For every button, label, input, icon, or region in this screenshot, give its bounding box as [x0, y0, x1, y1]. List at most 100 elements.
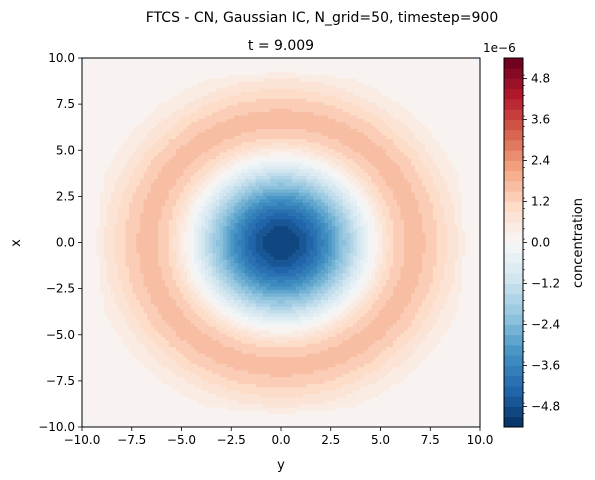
- contour-cell: [389, 282, 394, 287]
- contour-cell: [132, 380, 137, 384]
- contour-cell: [266, 323, 271, 327]
- contour-cell: [425, 316, 430, 321]
- contour-cell: [197, 279, 202, 284]
- contour-cell: [212, 423, 217, 427]
- contour-cell: [440, 346, 445, 351]
- contour-cell: [157, 376, 163, 381]
- contour-cell: [118, 356, 123, 361]
- contour-cell: [110, 353, 116, 358]
- contour-cell: [335, 323, 340, 327]
- contour-cell: [389, 323, 394, 327]
- contour-cell: [432, 393, 438, 398]
- contour-cell: [125, 276, 130, 280]
- contour-cell: [367, 366, 372, 371]
- contour-cell: [454, 416, 459, 421]
- contour-cell: [183, 279, 188, 284]
- contour-cell: [244, 413, 249, 418]
- contour-cell: [226, 423, 231, 427]
- contour-cell: [281, 413, 286, 418]
- contour-cell: [100, 289, 105, 294]
- contour-cell: [270, 356, 275, 361]
- contour-cell: [291, 296, 296, 301]
- contour-cell: [389, 326, 394, 331]
- contour-cell: [266, 282, 271, 287]
- contour-cell: [422, 359, 427, 364]
- contour-cell: [309, 329, 315, 334]
- contour-cell: [317, 380, 322, 384]
- contour-cell: [226, 282, 231, 287]
- contour-cell: [432, 319, 438, 324]
- contour-cell: [356, 312, 362, 317]
- contour-cell: [82, 396, 87, 401]
- contour-cell: [150, 339, 155, 344]
- contour-cell: [176, 366, 181, 371]
- contour-cell: [132, 276, 137, 280]
- contour-cell: [96, 363, 101, 368]
- contour-cell: [85, 406, 90, 411]
- contour-cell: [125, 339, 130, 344]
- contour-cell: [367, 319, 372, 324]
- contour-cell: [299, 286, 304, 290]
- contour-cell: [168, 346, 173, 351]
- contour-cell: [414, 420, 419, 425]
- contour-cell: [465, 406, 470, 411]
- contour-cell: [252, 366, 257, 371]
- contour-cell: [118, 279, 123, 284]
- contour-cell: [121, 316, 126, 321]
- contour-cell: [100, 343, 105, 347]
- contour-cell: [277, 333, 282, 337]
- contour-cell: [393, 306, 398, 311]
- contour-cell: [262, 309, 268, 314]
- contour-cell: [443, 353, 448, 358]
- contour-cell: [324, 363, 329, 368]
- contour-cell: [335, 406, 340, 411]
- contour-cell: [259, 316, 264, 321]
- contour-cell: [248, 343, 253, 347]
- contour-cell: [107, 423, 112, 427]
- contour-cell: [244, 326, 249, 331]
- contour-cell: [89, 346, 94, 351]
- contour-cell: [277, 353, 282, 358]
- contour-cell: [367, 333, 372, 337]
- contour-cell: [371, 359, 376, 364]
- contour-cell: [143, 380, 148, 384]
- contour-cell: [82, 356, 87, 361]
- contour-cell: [241, 323, 246, 327]
- contour-cell: [335, 349, 340, 354]
- contour-cell: [469, 359, 474, 364]
- contour-cell: [331, 329, 336, 334]
- contour-cell: [429, 386, 434, 391]
- contour-cell: [89, 366, 94, 371]
- contour-cell: [270, 282, 275, 287]
- contour-cell: [328, 423, 333, 427]
- contour-cell: [324, 346, 329, 351]
- contour-cell: [208, 406, 213, 411]
- contour-cell: [432, 346, 438, 351]
- contour-cell: [443, 323, 448, 327]
- contour-cell: [440, 400, 445, 405]
- contour-cell: [194, 319, 199, 324]
- contour-cell: [451, 383, 456, 388]
- contour-cell: [132, 272, 137, 277]
- contour-cell: [262, 393, 268, 398]
- contour-cell: [147, 296, 152, 301]
- contour-cell: [469, 376, 474, 381]
- contour-cell: [295, 326, 300, 331]
- contour-cell: [349, 366, 354, 371]
- contour-cell: [429, 319, 434, 324]
- contour-cell: [176, 353, 181, 358]
- contour-cell: [407, 302, 412, 307]
- contour-cell: [313, 423, 318, 427]
- contour-cell: [353, 316, 358, 321]
- contour-cell: [129, 292, 134, 297]
- contour-cell: [165, 346, 170, 351]
- contour-cell: [476, 413, 480, 418]
- contour-cell: [295, 306, 300, 311]
- contour-cell: [425, 400, 430, 405]
- contour-cell: [215, 353, 220, 358]
- contour-cell: [179, 393, 184, 398]
- contour-cell: [389, 319, 394, 324]
- contour-cell: [132, 343, 137, 347]
- contour-cell: [367, 276, 372, 280]
- contour-cell: [165, 289, 170, 294]
